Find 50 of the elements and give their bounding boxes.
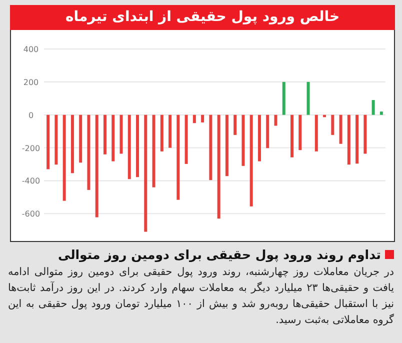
bar <box>364 114 367 154</box>
bar <box>120 114 123 154</box>
bar <box>372 100 375 115</box>
bar <box>136 114 140 178</box>
bar <box>282 82 286 115</box>
bar <box>258 114 261 162</box>
bar <box>201 114 204 122</box>
text: تداوم روند ورود پول حقیقی برای دومین روز متوالی <box>58 247 381 262</box>
bar <box>298 114 302 150</box>
bar <box>347 114 350 165</box>
bar <box>168 114 172 148</box>
bar <box>144 114 148 232</box>
y-tick-label: -400 <box>22 176 40 186</box>
bar <box>356 114 359 164</box>
bar <box>331 114 334 135</box>
bar <box>274 114 278 126</box>
bar <box>192 114 196 124</box>
bar <box>225 114 228 176</box>
chart-title: خالص ورود پول حقیقی از ابتدای تیرماه <box>10 5 395 30</box>
bar <box>339 114 342 144</box>
bar <box>176 114 180 200</box>
bar <box>290 114 294 158</box>
bar <box>87 114 90 190</box>
text: در جریان معاملات روز چهارشنبه، روند ورود پول حقیقی برای دومین روز متوالی ادامه یافت و حقیقی‌ها ۲۳ میلیارد دیگر به معاملات سهام وارد کردند. در این روز درآمد ثابت‌ها نیز با استقبال حقیقی‌ها روبه‌رو شد و بیش از ۱۰۰ میلیارد تومان ورود پول حقیقی به این گروه معاملاتی به‌ثبت رسید. <box>8 265 394 328</box>
bar <box>54 114 58 165</box>
bar <box>217 114 220 219</box>
bar <box>209 114 212 180</box>
y-tick-label: -600 <box>22 210 40 219</box>
bar <box>184 114 188 164</box>
y-tick-label: 0 <box>28 110 34 120</box>
bar <box>79 114 82 163</box>
bar <box>46 114 50 170</box>
bar <box>70 114 74 174</box>
bar <box>103 114 106 154</box>
bar <box>95 114 98 218</box>
bar <box>314 114 318 152</box>
bar <box>62 114 66 201</box>
y-tick-label: 400 <box>23 45 39 54</box>
y-tick-label: -200 <box>22 144 40 153</box>
bar <box>160 114 164 152</box>
bar <box>306 82 310 115</box>
bar <box>128 114 131 180</box>
bar <box>152 114 156 188</box>
bar <box>234 114 237 135</box>
bar <box>250 114 253 206</box>
y-tick-label: 200 <box>23 78 39 87</box>
bar <box>266 114 270 148</box>
bar <box>380 112 383 115</box>
bar <box>112 114 115 162</box>
bar <box>242 114 245 166</box>
